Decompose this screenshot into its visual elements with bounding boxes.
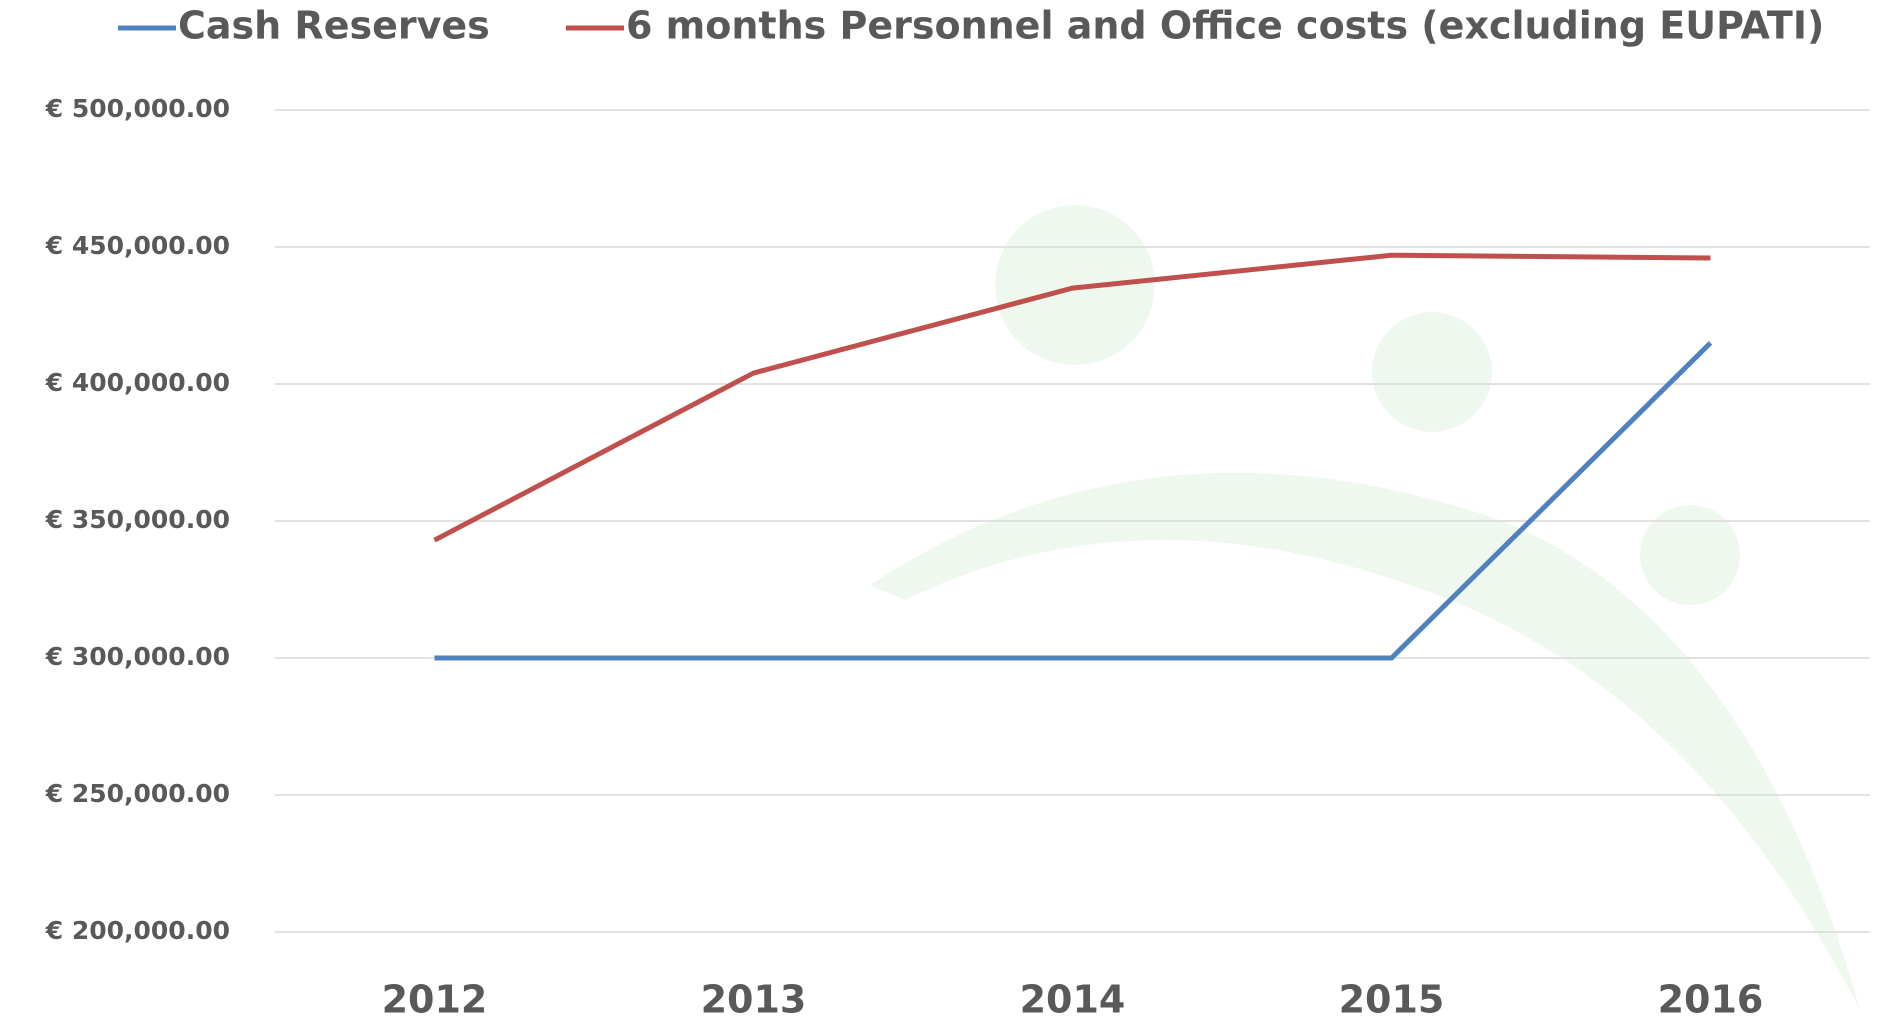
- line: [433, 252, 1711, 543]
- x-tick-label: 2012: [382, 978, 488, 1022]
- legend-label: Cash Reserves: [178, 4, 490, 48]
- watermark: [870, 205, 1860, 1011]
- x-tick-label: 2014: [1020, 978, 1126, 1022]
- line: [434, 341, 1713, 661]
- y-tick-label: € 300,000.00: [45, 642, 230, 671]
- y-tick-label: € 200,000.00: [45, 916, 230, 945]
- y-tick-label: € 250,000.00: [45, 779, 230, 808]
- y-tick-label: € 400,000.00: [45, 368, 230, 397]
- y-tick-label: € 450,000.00: [45, 231, 230, 260]
- legend-label: 6 months Personnel and Office costs (exc…: [626, 4, 1824, 48]
- x-tick-label: 2016: [1658, 978, 1764, 1022]
- y-tick-label: € 350,000.00: [45, 505, 230, 534]
- x-tick-label: 2015: [1339, 978, 1445, 1022]
- y-tick-label: € 500,000.00: [45, 94, 230, 123]
- x-tick-label: 2013: [701, 978, 807, 1022]
